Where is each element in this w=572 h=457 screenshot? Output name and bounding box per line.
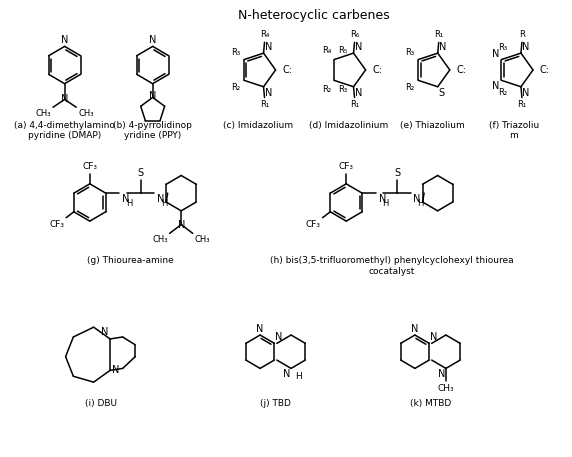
Text: N: N [149, 35, 156, 45]
Text: (k) MTBD: (k) MTBD [410, 399, 451, 408]
Text: CF₃: CF₃ [82, 162, 97, 171]
Text: N: N [177, 219, 185, 229]
Text: C:: C: [283, 65, 292, 75]
Text: R₅: R₅ [338, 46, 347, 55]
Text: N: N [122, 194, 129, 204]
Text: C:: C: [456, 65, 467, 75]
Text: N: N [149, 91, 156, 101]
Text: CF₃: CF₃ [339, 162, 353, 171]
Text: CH₃: CH₃ [35, 109, 51, 118]
Text: N: N [492, 48, 499, 58]
Text: R₁: R₁ [350, 101, 359, 110]
Text: R₄: R₄ [260, 31, 269, 39]
Text: N: N [355, 42, 362, 52]
Text: R₁: R₁ [260, 101, 269, 110]
Text: R₂: R₂ [322, 85, 331, 94]
Text: H: H [383, 199, 389, 208]
Text: (a) 4,4-dimethylamino
pyridine (DMAP): (a) 4,4-dimethylamino pyridine (DMAP) [14, 121, 115, 140]
Text: S: S [439, 88, 445, 98]
Text: R₄: R₄ [322, 46, 331, 55]
Text: CH₃: CH₃ [78, 109, 94, 118]
Text: (i) DBU: (i) DBU [85, 399, 117, 408]
Text: (d) Imidazolinium: (d) Imidazolinium [308, 121, 388, 130]
Text: N-heterocyclic carbenes: N-heterocyclic carbenes [239, 10, 390, 22]
Text: N: N [256, 324, 264, 334]
Text: N: N [264, 42, 272, 52]
Text: N: N [411, 324, 419, 334]
Text: S: S [137, 169, 144, 178]
Text: N: N [275, 332, 283, 342]
Text: R: R [519, 31, 525, 39]
Text: R₃: R₃ [498, 43, 507, 52]
Text: (j) TBD: (j) TBD [260, 399, 291, 408]
Text: N: N [157, 194, 164, 204]
Text: N: N [101, 327, 108, 337]
Text: H: H [418, 199, 424, 208]
Text: (b) 4-pyrrolidinop
yridine (PPY): (b) 4-pyrrolidinop yridine (PPY) [113, 121, 192, 140]
Text: N: N [355, 88, 362, 98]
Text: N: N [379, 194, 386, 204]
Text: N: N [414, 194, 421, 204]
Text: (e) Thiazolium: (e) Thiazolium [400, 121, 464, 130]
Text: H: H [161, 199, 167, 208]
Text: C:: C: [540, 65, 550, 75]
Text: CH₃: CH₃ [152, 235, 168, 244]
Text: N: N [438, 369, 445, 379]
Text: R₃: R₃ [231, 48, 240, 57]
Text: R₃: R₃ [406, 48, 414, 57]
Text: N: N [522, 42, 529, 52]
Text: R₃: R₃ [338, 85, 347, 94]
Text: CH₃: CH₃ [438, 384, 454, 393]
Text: R₂: R₂ [498, 88, 507, 97]
Text: H: H [126, 199, 132, 208]
Text: R₂: R₂ [406, 83, 414, 92]
Text: N: N [439, 42, 446, 52]
Text: (h) bis(3,5-trifluoromethyl) phenylcyclohexyl thiourea
cocatalyst: (h) bis(3,5-trifluoromethyl) phenylcyclo… [270, 256, 514, 276]
Text: N: N [430, 332, 438, 342]
Text: R₁: R₁ [434, 31, 443, 39]
Text: N: N [264, 88, 272, 98]
Text: R₂: R₂ [231, 83, 240, 92]
Text: S: S [394, 169, 400, 178]
Text: N: N [492, 81, 499, 91]
Text: N: N [61, 95, 68, 104]
Text: (f) Triazoliu
m: (f) Triazoliu m [488, 121, 539, 140]
Text: R₆: R₆ [350, 31, 359, 39]
Text: CF₃: CF₃ [305, 220, 321, 228]
Text: H: H [295, 372, 301, 381]
Text: N: N [522, 88, 529, 98]
Text: C:: C: [372, 65, 382, 75]
Text: N: N [283, 369, 290, 379]
Text: N: N [112, 365, 120, 375]
Text: (c) Imidazolium: (c) Imidazolium [223, 121, 293, 130]
Text: CH₃: CH₃ [194, 235, 210, 244]
Text: R₁: R₁ [517, 101, 527, 110]
Text: CF₃: CF₃ [49, 220, 64, 228]
Text: (g) Thiourea-amine: (g) Thiourea-amine [87, 256, 174, 266]
Text: N: N [61, 35, 68, 45]
